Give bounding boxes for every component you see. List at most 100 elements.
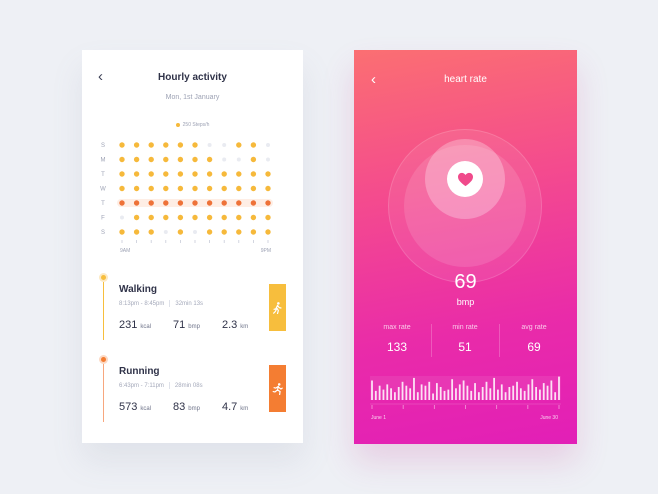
heart-rate-bar[interactable] — [539, 389, 541, 400]
heart-rate-bar[interactable] — [477, 392, 480, 400]
heart-rate-bar[interactable] — [378, 385, 381, 400]
heart-rate-bar[interactable] — [466, 385, 469, 400]
activity-dot[interactable] — [206, 156, 213, 163]
activity-dot[interactable] — [236, 142, 242, 148]
activity-dot[interactable] — [192, 214, 198, 221]
activity-dot[interactable] — [148, 156, 154, 163]
heart-rate-bar[interactable] — [393, 392, 396, 400]
heart-rate-bar[interactable] — [371, 380, 373, 401]
activity-dot[interactable] — [221, 200, 227, 206]
heart-rate-bar[interactable] — [458, 384, 461, 400]
activity-dot[interactable] — [192, 200, 198, 206]
heart-rate-bar[interactable] — [451, 379, 454, 400]
heart-rate-bar[interactable] — [424, 385, 427, 400]
heart-rate-bar[interactable] — [413, 377, 415, 400]
heart-rate-bar[interactable] — [409, 388, 412, 400]
activity-dot[interactable] — [163, 171, 169, 177]
activity-dot[interactable] — [250, 171, 257, 177]
heart-rate-bar[interactable] — [432, 393, 434, 401]
heart-rate-bar[interactable] — [390, 388, 392, 400]
activity-dot[interactable] — [265, 171, 271, 177]
heart-rate-bar[interactable] — [382, 389, 385, 400]
activity-dot[interactable] — [250, 156, 257, 163]
activity-dot[interactable] — [192, 171, 198, 177]
walking-badge[interactable] — [269, 284, 286, 331]
activity-dot[interactable] — [250, 214, 257, 221]
activity-dot[interactable] — [177, 156, 184, 163]
heart-rate-bar[interactable] — [508, 387, 511, 400]
running-badge[interactable] — [269, 365, 286, 412]
heart-rate-bar[interactable] — [439, 387, 442, 400]
activity-dot[interactable] — [163, 142, 169, 148]
activity-dot[interactable] — [192, 142, 198, 148]
activity-dot[interactable] — [221, 171, 227, 177]
heart-rate-bar[interactable] — [481, 387, 484, 400]
activity-dot[interactable] — [236, 185, 242, 192]
activity-item-walking[interactable]: Walking 8:13pm - 8:45pm 32min 13s 231 kcal… — [82, 272, 303, 347]
activity-dot[interactable] — [206, 171, 213, 177]
activity-dot[interactable] — [222, 143, 227, 147]
heart-rate-bar[interactable] — [474, 383, 476, 400]
heart-rate-bar[interactable] — [516, 381, 518, 400]
activity-dot[interactable] — [119, 185, 125, 192]
activity-dot[interactable] — [119, 156, 125, 163]
heart-rate-bar[interactable] — [504, 392, 507, 400]
heart-rate-bar[interactable] — [497, 389, 499, 400]
activity-dot[interactable] — [148, 185, 154, 192]
activity-dot[interactable] — [206, 200, 213, 206]
heart-rate-bar[interactable] — [416, 392, 419, 400]
activity-dot[interactable] — [148, 214, 154, 221]
activity-dot[interactable] — [177, 171, 184, 177]
activity-dot[interactable] — [163, 156, 169, 163]
activity-dot[interactable] — [266, 157, 270, 162]
heart-rate-bar[interactable] — [447, 389, 450, 400]
activity-dot[interactable] — [193, 230, 197, 234]
activity-dot[interactable] — [133, 200, 140, 206]
activity-dot[interactable] — [265, 185, 271, 192]
heart-rate-bar[interactable] — [470, 390, 473, 400]
heart-rate-bar[interactable] — [527, 384, 530, 400]
activity-dot[interactable] — [207, 143, 212, 147]
activity-dot[interactable] — [177, 200, 184, 206]
back-chevron-icon[interactable]: ‹ — [98, 68, 103, 85]
activity-dot[interactable] — [206, 214, 213, 221]
activity-dot[interactable] — [133, 171, 140, 177]
heart-rate-bar[interactable] — [558, 376, 560, 400]
heart-rate-bar[interactable] — [374, 390, 377, 400]
activity-dot[interactable] — [221, 185, 227, 192]
heart-rate-bar[interactable] — [550, 380, 553, 401]
activity-dot[interactable] — [236, 171, 242, 177]
heart-rate-bar[interactable] — [493, 377, 496, 400]
activity-dot[interactable] — [133, 229, 140, 235]
activity-dot[interactable] — [133, 214, 140, 221]
heart-rate-bar[interactable] — [500, 384, 503, 400]
activity-dot[interactable] — [177, 185, 184, 192]
heart-rate-bar[interactable] — [443, 390, 446, 400]
activity-dot[interactable] — [236, 157, 241, 162]
activity-dot[interactable] — [266, 143, 270, 147]
activity-dot[interactable] — [265, 214, 271, 221]
heart-rate-bar[interactable] — [462, 380, 465, 401]
heart-rate-bar[interactable] — [401, 381, 404, 400]
activity-item-running[interactable]: Running 6:43pm - 7:11pm 28min 08s 573 kcal… — [82, 355, 303, 435]
heart-rate-bar[interactable] — [535, 387, 538, 400]
activity-dot[interactable] — [163, 230, 168, 234]
heart-rate-bar[interactable] — [455, 388, 457, 400]
activity-dot[interactable] — [163, 214, 169, 221]
heart-rate-bar[interactable] — [428, 381, 431, 400]
heart-rate-bar[interactable] — [420, 384, 423, 400]
activity-dot[interactable] — [250, 142, 257, 148]
heart-rate-bar[interactable] — [542, 383, 545, 400]
activity-dot[interactable] — [148, 171, 154, 177]
activity-dot[interactable] — [250, 185, 257, 192]
activity-dot[interactable] — [133, 156, 140, 163]
heart-rate-bar[interactable] — [519, 388, 522, 400]
activity-dot[interactable] — [206, 185, 213, 192]
activity-dot[interactable] — [119, 171, 125, 177]
activity-dot[interactable] — [163, 185, 169, 192]
activity-dot[interactable] — [148, 200, 154, 206]
heart-rate-bar[interactable] — [523, 390, 526, 400]
activity-dot[interactable] — [236, 214, 242, 221]
activity-dot[interactable] — [177, 142, 184, 148]
heart-rate-bar[interactable] — [512, 385, 515, 400]
